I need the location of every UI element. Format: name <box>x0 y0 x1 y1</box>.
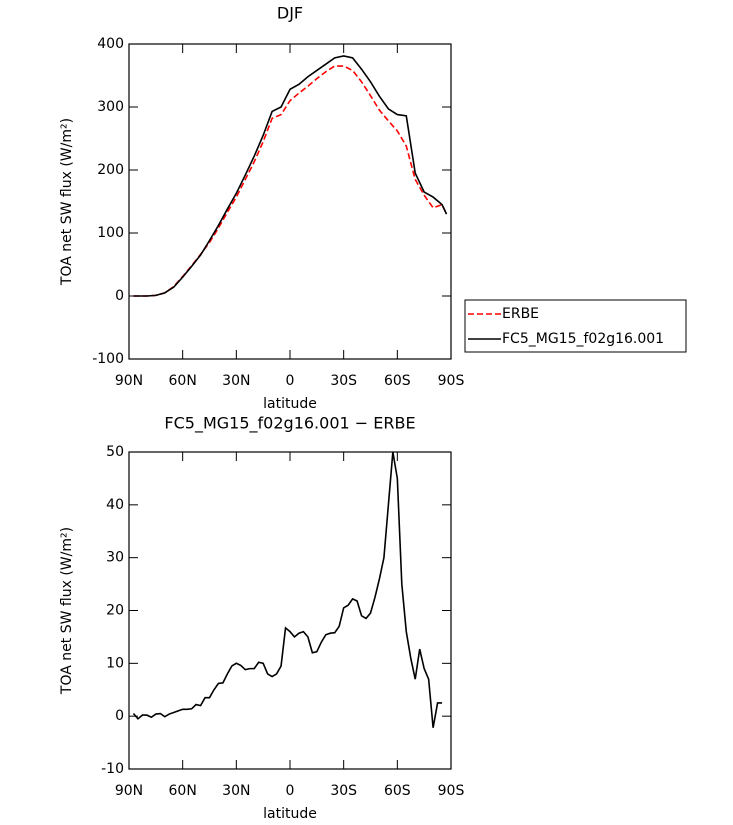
x-tick-label: 60N <box>169 783 197 799</box>
legend-label: FC5_MG15_f02g16.001 <box>502 331 664 347</box>
y-tick-label: 0 <box>115 288 124 304</box>
chart-title: DJF <box>277 4 303 23</box>
y-tick-label: -10 <box>101 761 124 777</box>
y-axis-label: TOA net SW flux (W/m²) <box>59 118 75 286</box>
x-tick-label: 60S <box>384 373 411 389</box>
x-tick-label: 60S <box>384 783 411 799</box>
x-axis-label: latitude <box>263 806 317 822</box>
legend-box <box>464 299 687 353</box>
y-tick-label: 100 <box>97 225 124 241</box>
y-axis-label: TOA net SW flux (W/m²) <box>59 527 75 695</box>
y-tick-label: 10 <box>106 655 124 671</box>
y-tick-label: 200 <box>97 162 124 178</box>
y-tick-label: 50 <box>106 444 124 460</box>
y-tick-label: -100 <box>92 351 124 367</box>
x-tick-label: 30S <box>330 783 357 799</box>
x-tick-label: 60N <box>169 373 197 389</box>
data-line <box>133 65 448 297</box>
x-tick-label: 90N <box>115 373 143 389</box>
plot-frame <box>128 451 452 770</box>
x-tick-label: 90S <box>438 783 465 799</box>
y-tick-label: 20 <box>106 603 124 619</box>
x-tick-label: 30N <box>222 783 250 799</box>
plot-frame <box>128 43 452 360</box>
y-tick-label: 300 <box>97 99 124 115</box>
y-tick-label: 0 <box>115 708 124 724</box>
x-tick-label: 90N <box>115 783 143 799</box>
x-tick-label: 90S <box>438 373 465 389</box>
x-axis-label: latitude <box>263 396 317 412</box>
legend-label: ERBE <box>502 306 539 322</box>
x-tick-label: 30S <box>330 373 357 389</box>
data-line <box>132 451 443 728</box>
x-tick-label: 0 <box>286 373 295 389</box>
data-line <box>133 55 448 297</box>
chart-title: FC5_MG15_f02g16.001 − ERBE <box>164 414 415 434</box>
y-tick-label: 30 <box>106 550 124 566</box>
y-tick-label: 40 <box>106 497 124 513</box>
x-tick-label: 0 <box>286 783 295 799</box>
y-tick-label: 400 <box>97 36 124 52</box>
x-tick-label: 30N <box>222 373 250 389</box>
